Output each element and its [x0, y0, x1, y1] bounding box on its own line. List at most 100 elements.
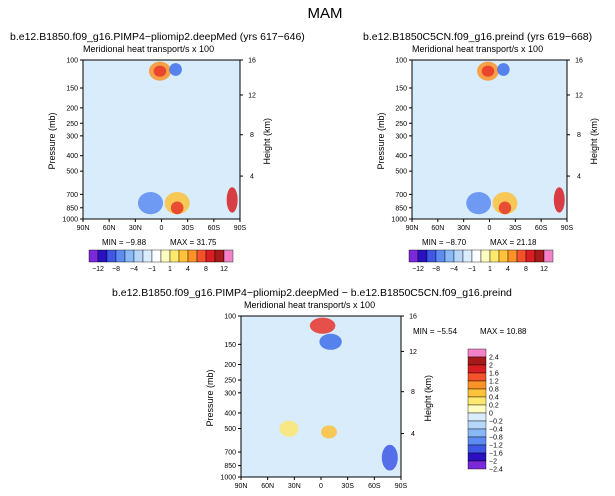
colorbar-vertical-swatch-10: [467, 428, 487, 438]
panel-1-ytick-label-5: 400: [66, 153, 78, 160]
colorbar-right-swatch-4: [444, 249, 455, 263]
panel-3-rtick-label-3: 4: [411, 431, 415, 438]
colorbar-left-swatch-15: [223, 249, 234, 263]
colorbar-left-swatch-8: [160, 249, 171, 263]
panel-3-xtick-label-3: 0: [319, 483, 323, 490]
colorbar-right-swatch-1: [417, 249, 428, 263]
panel-2-title: b.e12.B1850C5CN.f09_g16.preind (yrs 619−…: [363, 31, 592, 43]
panel-3-ytick-label-7: 700: [224, 450, 236, 457]
colorbar-vertical-label-8: −0.2: [489, 419, 503, 426]
colorbar-left-swatch-0: [88, 249, 99, 263]
panel-2-xtick-label-1: 60N: [431, 225, 444, 232]
panel-2-ylabel: Pressure (mb): [376, 112, 386, 169]
panel-1-contour-7: [226, 187, 238, 213]
colorbar-left-label-7: 12: [220, 266, 228, 273]
colorbar-right-swatch-8: [480, 249, 491, 263]
panel-3-contour-3: [279, 420, 299, 437]
colorbar-right-label-1: −8: [432, 266, 440, 273]
colorbar-vertical-swatch-6: [467, 396, 487, 406]
panel-1-contour-4: [137, 191, 164, 215]
panel-2-ytick-label-6: 500: [395, 169, 407, 176]
colorbar-right-label-7: 12: [540, 266, 548, 273]
panel-1-xtick-label-6: 90S: [234, 225, 247, 232]
colorbar-right-swatch-6: [462, 249, 473, 263]
colorbar-vertical-swatch-2: [467, 364, 487, 374]
colorbar-vertical-swatch-13: [467, 452, 487, 462]
colorbar-right-swatch-3: [435, 249, 446, 263]
panel-3-xtick-label-1: 60N: [261, 483, 274, 490]
colorbar-right-label-0: −12: [412, 266, 424, 273]
panel-3-ytick-label-9: 1000: [220, 475, 236, 482]
colorbar-left-label-3: −1: [148, 266, 156, 273]
colorbar-vertical-label-4: 0.8: [489, 387, 499, 394]
colorbar-vertical-swatch-0: [467, 348, 487, 358]
panel-1-ytick-label-7: 700: [66, 192, 78, 199]
panel-2-contour-3: [497, 63, 510, 76]
panel-3-xtick-label-6: 90S: [395, 483, 408, 490]
panel-2-ytick-label-1: 150: [395, 85, 407, 92]
panel-1-title: b.e12.B1850.f09_g16.PIMP4−pliomip2.deepM…: [10, 31, 305, 43]
panel-1-plot: 90N 60N 30N 0 30S 60S 90S 100 150 200 250 300 400 500…: [47, 58, 272, 233]
colorbar-vertical-swatch-9: [467, 420, 487, 430]
panel-3-contour-5: [381, 444, 398, 471]
colorbar-left-swatch-13: [205, 249, 216, 263]
colorbar-vertical-swatch-12: [467, 444, 487, 454]
panel-1-rtick-label-2: 8: [250, 132, 254, 139]
panel-2-contour-4: [466, 191, 492, 215]
colorbar-vertical-swatch-14: [467, 460, 487, 470]
panel-2-ytick-label-5: 400: [395, 153, 407, 160]
colorbar-right-swatch-7: [471, 249, 482, 263]
panel-1-ytick-label-8: 850: [66, 205, 78, 212]
panel-3-ylabel: Pressure (mb): [205, 369, 215, 426]
panel-1-ytick-label-9: 1000: [62, 217, 78, 224]
panel-3-ytick-label-0: 100: [224, 314, 236, 321]
colorbar-vertical-swatch-4: [467, 380, 487, 390]
colorbar-left-swatch-9: [169, 249, 180, 263]
panel-3-ytick-label-1: 150: [224, 342, 236, 349]
panel-1-max: MAX = 31.75: [170, 238, 217, 247]
colorbar-left-swatch-4: [124, 249, 135, 263]
panel-1-contour-3: [169, 63, 182, 76]
panel-1-min: MIN = −9.88: [102, 238, 147, 247]
panel-3-xtick-label-5: 60S: [368, 483, 381, 490]
panel-2-ytick-label-4: 300: [395, 133, 407, 140]
colorbar-vertical-label-11: −1.2: [489, 443, 503, 450]
panel-2-rtick-label-1: 12: [575, 92, 583, 99]
panel-3-plot: 90N 60N 30N 0 30S 60S 90S 100 150 200 250 300 400 500…: [205, 314, 433, 491]
colorbar-vertical-label-13: −2: [489, 459, 497, 466]
panel-2-contour-7: [553, 187, 565, 213]
panel-3-contour-2: [319, 333, 342, 350]
colorbar-left-swatch-2: [106, 249, 117, 263]
colorbar-left-label-4: 1: [168, 266, 172, 273]
panel-3-contour-1: [309, 317, 336, 334]
panel-2-xtick-label-3: 0: [488, 225, 492, 232]
panel-2-xtick-label-0: 90N: [406, 225, 419, 232]
panel-2-ytick-label-2: 200: [395, 105, 407, 112]
panel-3-xtick-label-4: 30S: [341, 483, 354, 490]
panel-2-xtick-label-4: 30S: [509, 225, 522, 232]
panel-3-ytick-label-8: 850: [224, 463, 236, 470]
panel-3-ytick-label-2: 200: [224, 362, 236, 369]
colorbar-vertical-label-2: 1.6: [489, 371, 499, 378]
colorbar-vertical: 2.421.61.20.80.40.20−0.2−0.4−0.8−1.2−1.6…: [467, 348, 503, 474]
colorbar-right-swatch-15: [543, 249, 554, 263]
panel-2-contour-2: [481, 65, 495, 77]
colorbar-vertical-swatch-3: [467, 372, 487, 382]
panel-1-xtick-label-4: 30S: [181, 225, 194, 232]
panel-3-xtick-label-0: 90N: [235, 483, 248, 490]
panel-3-contour-4: [321, 425, 337, 439]
panel-2-min: MIN = −8.70: [422, 238, 467, 247]
colorbar-left-swatch-3: [115, 249, 126, 263]
colorbar-left-label-5: 4: [186, 266, 190, 273]
panel-1-rtick-label-3: 4: [250, 174, 254, 181]
colorbar-left-label-0: −12: [92, 266, 104, 273]
colorbar-left-label-6: 8: [204, 266, 208, 273]
colorbar-right-label-5: 4: [506, 266, 510, 273]
colorbar-right-swatch-5: [453, 249, 464, 263]
panel-3-rtick-label-0: 16: [409, 314, 417, 321]
colorbar-vertical-swatch-8: [467, 412, 487, 422]
panel-1-xtick-label-5: 60S: [208, 225, 221, 232]
panel-2-rtick-label-0: 16: [575, 58, 583, 65]
colorbar-right-label-2: −4: [450, 266, 458, 273]
panel-2-xtick-label-5: 60S: [535, 225, 548, 232]
